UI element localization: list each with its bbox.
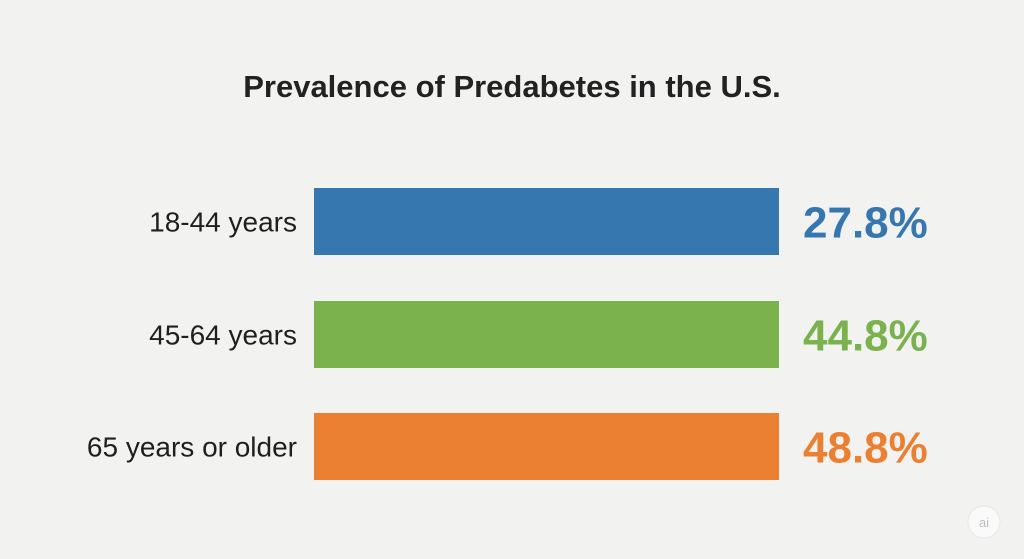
watermark-badge: ai — [967, 505, 1001, 539]
bar-rows: 18-44 years 27.8% 45-64 years 44.8% 65 years… — [87, 188, 928, 480]
chart-title: Prevalence of Predabetes in the U.S. — [243, 69, 781, 104]
bar — [314, 413, 779, 480]
watermark-circle — [967, 505, 1001, 539]
bar — [314, 301, 779, 368]
value-label: 27.8% — [803, 199, 928, 248]
bar — [314, 188, 779, 255]
category-label: 65 years or older — [87, 432, 297, 463]
value-label: 44.8% — [803, 312, 928, 361]
category-label: 18-44 years — [149, 207, 297, 238]
watermark-text: ai — [979, 515, 989, 530]
value-label: 48.8% — [803, 424, 928, 473]
category-label: 45-64 years — [149, 320, 297, 351]
